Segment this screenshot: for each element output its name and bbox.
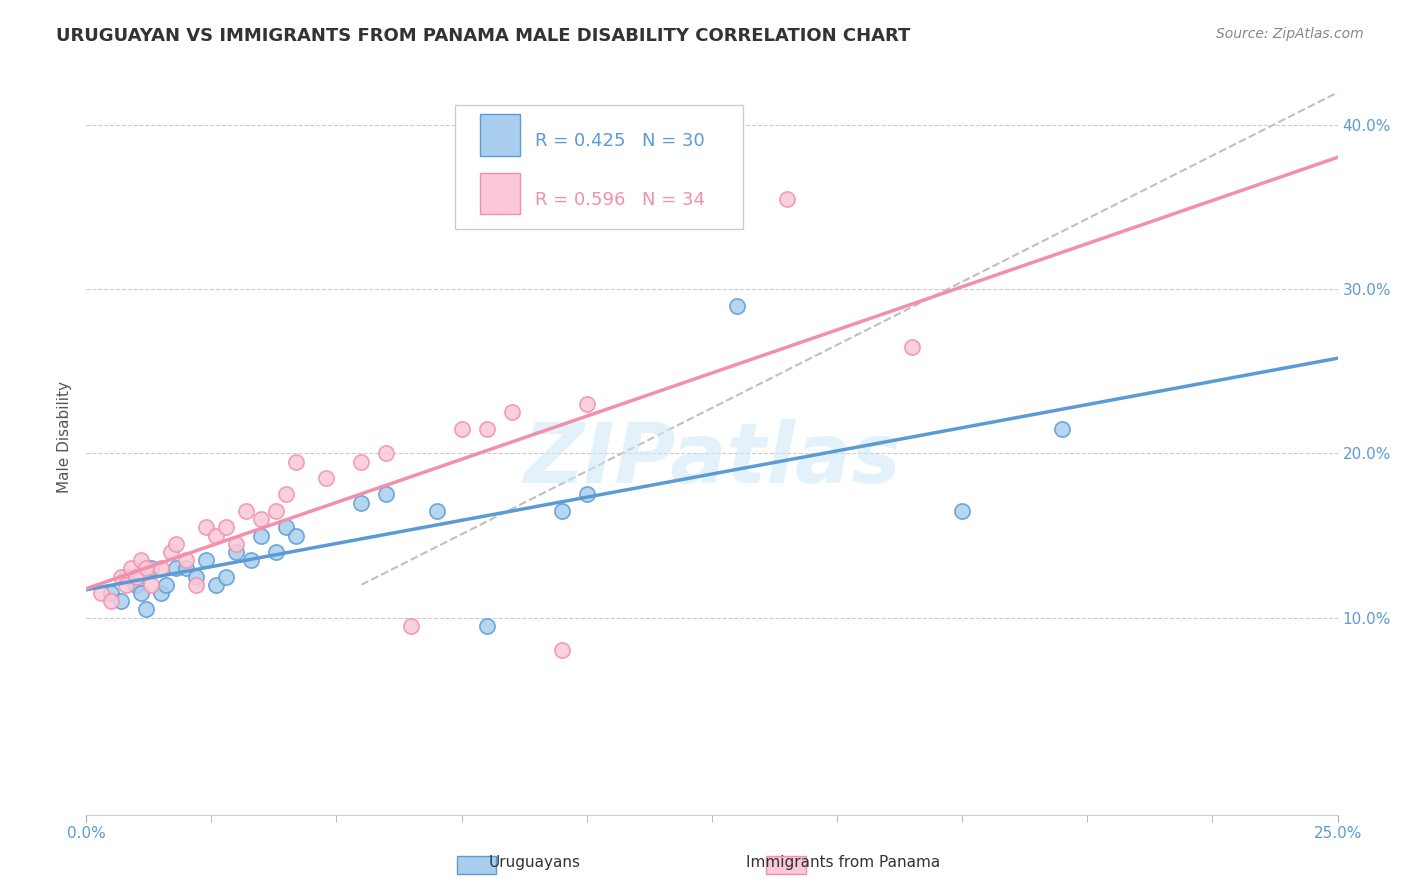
Point	[266, 545, 288, 559]
Point	[425, 504, 447, 518]
FancyBboxPatch shape	[456, 105, 744, 229]
Text: URUGUAYAN VS IMMIGRANTS FROM PANAMA MALE DISABILITY CORRELATION CHART: URUGUAYAN VS IMMIGRANTS FROM PANAMA MALE…	[56, 27, 911, 45]
Point	[315, 471, 337, 485]
Text: R = 0.425: R = 0.425	[536, 132, 626, 150]
Point	[350, 455, 373, 469]
Point	[1052, 422, 1074, 436]
Point	[225, 537, 247, 551]
Point	[235, 504, 257, 518]
Point	[950, 504, 973, 518]
Point	[165, 561, 187, 575]
Point	[129, 586, 152, 600]
Point	[550, 643, 572, 657]
Text: N = 30: N = 30	[641, 132, 704, 150]
Point	[550, 504, 572, 518]
Point	[250, 512, 273, 526]
Point	[575, 487, 598, 501]
Point	[120, 561, 142, 575]
Point	[575, 397, 598, 411]
Point	[110, 594, 132, 608]
Point	[225, 545, 247, 559]
Point	[250, 528, 273, 542]
Point	[90, 586, 112, 600]
Point	[195, 520, 218, 534]
Text: R = 0.596: R = 0.596	[536, 191, 626, 209]
Point	[135, 561, 157, 575]
Point	[475, 422, 498, 436]
Point	[375, 446, 398, 460]
Point	[215, 569, 238, 583]
Point	[285, 528, 308, 542]
Point	[276, 520, 298, 534]
Point	[375, 487, 398, 501]
Point	[150, 561, 173, 575]
FancyBboxPatch shape	[481, 172, 520, 214]
Point	[215, 520, 238, 534]
Point	[501, 405, 523, 419]
Point	[100, 586, 122, 600]
Point	[205, 528, 228, 542]
Point	[901, 340, 924, 354]
Point	[125, 569, 148, 583]
Point	[141, 561, 163, 575]
Point	[125, 578, 148, 592]
Point	[174, 561, 197, 575]
Point	[135, 602, 157, 616]
Point	[115, 569, 138, 583]
Point	[240, 553, 263, 567]
Point	[266, 504, 288, 518]
Text: Immigrants from Panama: Immigrants from Panama	[747, 855, 941, 870]
Point	[110, 569, 132, 583]
Point	[150, 586, 173, 600]
Point	[776, 192, 799, 206]
Point	[401, 619, 423, 633]
Point	[205, 578, 228, 592]
Point	[165, 537, 187, 551]
Point	[141, 578, 163, 592]
Point	[475, 619, 498, 633]
Text: ZIPatlas: ZIPatlas	[523, 419, 901, 500]
Point	[186, 569, 208, 583]
Point	[285, 455, 308, 469]
Point	[276, 487, 298, 501]
Point	[350, 496, 373, 510]
Point	[155, 578, 177, 592]
Text: N = 34: N = 34	[641, 191, 704, 209]
Point	[100, 594, 122, 608]
Point	[186, 578, 208, 592]
Y-axis label: Male Disability: Male Disability	[58, 381, 72, 493]
Point	[174, 553, 197, 567]
Point	[450, 422, 472, 436]
Point	[725, 299, 748, 313]
Point	[115, 578, 138, 592]
Text: Uruguayans: Uruguayans	[488, 855, 581, 870]
Point	[160, 545, 183, 559]
Point	[195, 553, 218, 567]
Point	[129, 553, 152, 567]
Text: Source: ZipAtlas.com: Source: ZipAtlas.com	[1216, 27, 1364, 41]
FancyBboxPatch shape	[481, 114, 520, 155]
